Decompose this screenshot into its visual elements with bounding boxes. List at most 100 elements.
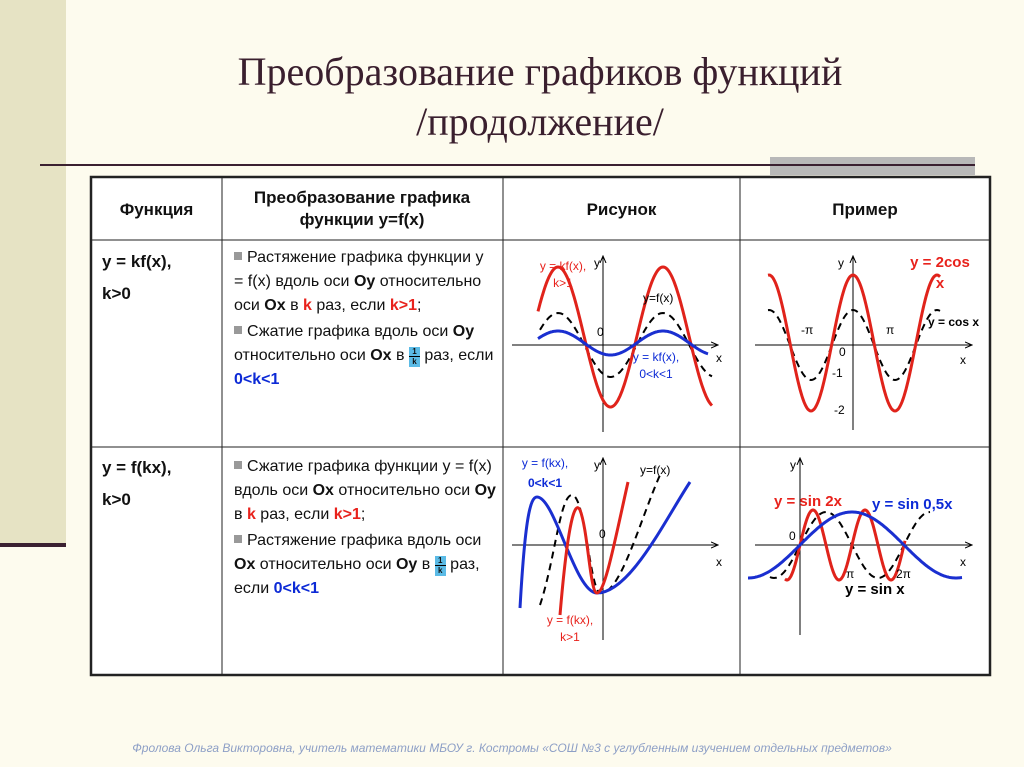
curve-kf-large	[536, 265, 714, 409]
column-header: Функция	[119, 200, 194, 219]
text: Oy	[353, 273, 376, 290]
text: k>1	[333, 506, 361, 523]
curve-f	[539, 311, 713, 378]
text: Ox	[234, 556, 256, 573]
description-cell: Сжатие графика функции y = f(x) вдоль ос…	[234, 455, 496, 601]
numerator: 1	[408, 347, 420, 357]
text: в	[391, 347, 409, 364]
graph-label: y	[790, 458, 796, 472]
graph-label: y = 2cos	[910, 254, 970, 271]
text: раз, если	[234, 556, 480, 597]
function-cell: y = f(kx), k>0	[102, 452, 171, 516]
function-text: k>0	[102, 284, 131, 303]
graph-label: -2	[834, 403, 845, 417]
graph-label: π	[846, 567, 854, 581]
text: в	[417, 556, 435, 573]
graph-label: x	[716, 555, 722, 569]
function-text: y = kf(x),	[102, 252, 172, 271]
table-border	[89, 175, 992, 677]
graph-label: y=f(x)	[643, 291, 673, 305]
footer: Фролова Ольга Викторовна, учитель матема…	[132, 741, 892, 755]
text: Сжатие графика функции y = f(x) вдоль ос…	[234, 458, 492, 499]
graph-label: 0	[597, 325, 604, 339]
function-text: k>0	[102, 490, 131, 509]
text: в	[234, 506, 247, 523]
text: 0<k<1	[234, 371, 280, 388]
side-strip-edge	[0, 543, 66, 547]
numerator: 1	[434, 556, 446, 566]
subtitle: /продолжение/	[416, 99, 664, 144]
graph-label: y=f(x)	[640, 463, 670, 477]
text: k	[246, 506, 256, 523]
graph-label: y = f(kx),	[522, 456, 568, 470]
denominator: k	[437, 566, 443, 575]
graph-label: y	[594, 458, 600, 472]
description-cell: Растяжение графика функции y = f(x) вдол…	[234, 246, 496, 392]
text: k>1	[389, 297, 417, 314]
curves	[518, 265, 963, 616]
graph-label: y	[594, 256, 600, 270]
graph-labels: y = kf(x), k>1 y 0 y=f(x) y = kf(x), 0<k…	[522, 254, 980, 644]
curve-2cos	[767, 273, 942, 413]
graph-label: -π	[801, 323, 813, 337]
graph-label: y	[838, 256, 844, 270]
graph-label: k>1	[553, 276, 573, 290]
graph-label: y = f(kx),	[547, 613, 593, 627]
text: относительно оси	[333, 482, 475, 499]
text: Растяжение графика вдоль оси	[247, 532, 482, 549]
text: k	[303, 297, 312, 314]
curve-f-kx-large	[558, 481, 630, 616]
curve-cos	[767, 308, 941, 382]
curve-f-kx-small	[518, 481, 692, 609]
description-item: Сжатие графика вдоль оси Oy относительно…	[234, 320, 496, 392]
graph-label: y = kf(x),	[540, 259, 586, 273]
text: Ox	[370, 347, 392, 364]
text: Oy	[452, 323, 475, 340]
text: Ox	[312, 482, 334, 499]
graph-label: x	[716, 351, 722, 365]
title: Преобразование графиков функций	[237, 49, 843, 94]
text: относительно оси	[234, 347, 371, 364]
graph-label: 0	[599, 527, 606, 541]
column-header: Преобразование графика функции y=f(x)	[253, 188, 471, 229]
graph-label: x	[960, 353, 966, 367]
text: ;	[416, 297, 422, 314]
curve-sin05x	[748, 510, 963, 580]
text: относительно оси	[255, 556, 396, 573]
description-item: Сжатие графика функции y = f(x) вдоль ос…	[234, 455, 496, 527]
graph-label: 0	[839, 345, 846, 359]
text: Растяжение графика функции y = f(x) вдол…	[234, 249, 484, 290]
text: Сжатие графика вдоль оси	[247, 323, 453, 340]
graph-label: 2π	[896, 567, 911, 581]
graph-label: y = cos x	[928, 315, 979, 329]
graph-label: y = sin 0,5x	[872, 496, 953, 513]
function-text: y = f(kx),	[102, 458, 172, 477]
graph-label: x	[960, 555, 966, 569]
graph-label: y = sin x	[845, 581, 905, 598]
graph-label: -1	[832, 366, 843, 380]
side-strip	[0, 0, 66, 545]
text: раз, если	[311, 297, 390, 314]
graph-label: k>1	[560, 630, 580, 644]
text: ;	[360, 506, 366, 523]
graph-label: 0<k<1	[528, 476, 562, 490]
graph-label: y = sin 2x	[774, 493, 843, 510]
text: Oy	[474, 482, 496, 499]
denominator: k	[412, 357, 417, 366]
curve-sin2x	[784, 508, 907, 582]
function-cell: y = kf(x), k>0	[102, 246, 171, 310]
graph-label: 0<k<1	[639, 367, 673, 381]
column-header: Рисунок	[586, 200, 657, 219]
curve-kf-small	[537, 329, 709, 357]
text: Ox	[264, 297, 286, 314]
table-grid	[89, 175, 992, 677]
graph-label: x	[936, 275, 945, 292]
description-item: Растяжение графика вдоль оси Ox относите…	[234, 529, 496, 601]
graph-label: 0	[789, 529, 796, 543]
text: раз, если	[419, 347, 494, 364]
text: 0<k<1	[273, 580, 320, 597]
